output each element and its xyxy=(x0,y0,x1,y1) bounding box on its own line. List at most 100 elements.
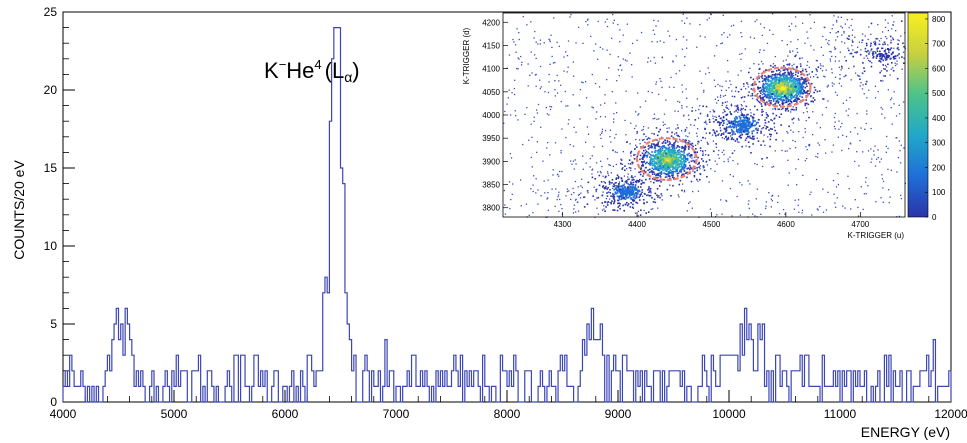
inset-point xyxy=(751,117,754,119)
inset-point xyxy=(610,202,613,205)
inset-point xyxy=(613,113,615,115)
inset-point xyxy=(534,74,537,76)
inset-point xyxy=(747,113,749,116)
inset-point xyxy=(579,88,582,91)
inset-point xyxy=(710,168,712,170)
inset-point xyxy=(835,186,838,188)
inset-point xyxy=(632,200,635,202)
inset-point xyxy=(822,54,824,56)
inset-point xyxy=(665,147,668,150)
inset-point xyxy=(594,43,597,45)
inset-point xyxy=(834,48,836,50)
inset-point xyxy=(714,170,716,172)
inset-point xyxy=(669,142,671,145)
inset-point xyxy=(748,123,750,125)
inset-point xyxy=(692,170,694,172)
inset-point xyxy=(715,119,718,121)
inset-point xyxy=(821,70,824,72)
inset-point xyxy=(833,116,836,119)
inset-point xyxy=(665,166,668,169)
inset-point xyxy=(780,91,783,93)
inset-point xyxy=(772,70,775,73)
inset-point xyxy=(865,192,867,195)
inset-point xyxy=(832,24,834,26)
inset-point xyxy=(827,191,829,194)
inset-point xyxy=(650,180,652,183)
inset-point xyxy=(668,164,671,167)
inset-point xyxy=(670,156,673,159)
inset-point xyxy=(766,89,768,92)
inset-point xyxy=(804,68,807,71)
inset-background xyxy=(503,13,905,217)
inset-point xyxy=(729,187,732,190)
inset-point xyxy=(697,156,699,159)
inset-point xyxy=(680,161,682,163)
inset-point xyxy=(811,214,813,216)
inset-point xyxy=(681,183,684,185)
inset-point xyxy=(729,132,732,134)
inset-point xyxy=(672,154,675,157)
inset-point xyxy=(749,109,751,111)
inset-point xyxy=(706,164,709,166)
inset-point xyxy=(671,152,674,155)
inset-point xyxy=(805,157,808,160)
inset-point xyxy=(606,171,609,173)
inset-point xyxy=(657,149,660,151)
inset-point xyxy=(613,137,616,139)
inset-point xyxy=(649,171,652,173)
inset-point xyxy=(769,64,772,67)
inset-point xyxy=(638,139,641,141)
inset-point xyxy=(629,206,632,208)
inset-point xyxy=(797,83,799,86)
inset-point xyxy=(698,161,701,164)
inset-point xyxy=(624,198,627,200)
inset-point xyxy=(716,214,718,216)
inset-point xyxy=(668,154,670,156)
inset-point xyxy=(675,38,678,41)
peak-annotation-sub: α xyxy=(344,69,352,85)
inset-point xyxy=(878,40,881,42)
inset-point xyxy=(649,137,651,140)
y-tick-label: 0 xyxy=(50,395,57,409)
inset-point xyxy=(838,82,841,85)
inset-point xyxy=(600,160,602,162)
inset-point xyxy=(556,92,559,94)
inset-point xyxy=(729,125,731,127)
y-tick-label: 5 xyxy=(50,317,57,331)
inset-point xyxy=(880,37,882,40)
inset-point xyxy=(719,85,721,87)
inset-point xyxy=(794,88,797,91)
inset-point xyxy=(714,132,716,135)
inset-point xyxy=(608,181,611,183)
inset-point xyxy=(744,139,747,142)
inset-point xyxy=(795,66,798,69)
inset-point xyxy=(667,30,669,32)
inset-point xyxy=(769,127,772,130)
inset-point xyxy=(761,34,763,37)
inset-point xyxy=(794,80,797,82)
inset-point xyxy=(834,202,836,204)
inset-point xyxy=(773,122,776,125)
inset-point xyxy=(666,158,669,161)
inset-point xyxy=(533,120,535,122)
inset-point xyxy=(656,134,659,137)
inset-point xyxy=(627,204,629,207)
inset-point xyxy=(838,128,840,130)
inset-point xyxy=(783,96,785,98)
inset-point xyxy=(504,204,506,206)
inset-point xyxy=(675,151,678,154)
inset-point xyxy=(704,137,707,139)
inset-point xyxy=(822,188,824,190)
inset-point xyxy=(768,95,771,98)
inset-point xyxy=(765,82,767,85)
inset-point xyxy=(735,124,737,126)
inset-point xyxy=(693,174,696,177)
inset-point xyxy=(886,135,888,138)
inset-point xyxy=(801,84,803,87)
inset-point xyxy=(560,100,562,103)
peak-annotation-paren: (L xyxy=(325,58,345,83)
inset-point xyxy=(903,147,905,149)
inset-point xyxy=(798,88,801,91)
inset-point xyxy=(566,54,569,57)
inset-point xyxy=(736,121,739,124)
